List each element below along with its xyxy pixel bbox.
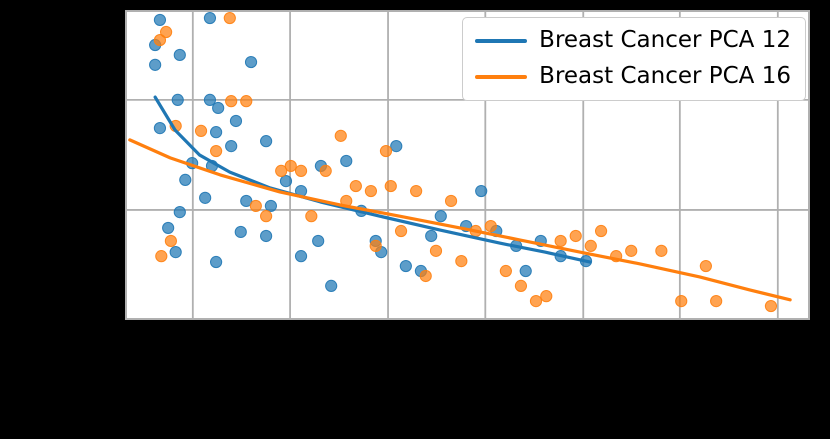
scatter-point bbox=[584, 239, 597, 253]
scatter-point bbox=[455, 255, 468, 268]
scatter-point bbox=[529, 294, 543, 308]
scatter-point bbox=[444, 194, 458, 208]
scatter-point bbox=[203, 93, 217, 107]
scatter-point bbox=[153, 13, 167, 27]
scatter-point bbox=[379, 144, 393, 158]
scatter-point bbox=[210, 144, 223, 158]
scatter-point bbox=[625, 244, 638, 257]
scatter-point bbox=[294, 250, 308, 263]
scatter-point bbox=[160, 25, 173, 39]
scatter-point bbox=[325, 279, 338, 292]
plot-border bbox=[125, 10, 810, 320]
scatter-point bbox=[294, 164, 308, 177]
scatter-point bbox=[319, 164, 332, 177]
scatter-point bbox=[225, 95, 238, 108]
scatter-point bbox=[384, 179, 397, 193]
scatter-point bbox=[434, 210, 447, 223]
scatter-point bbox=[554, 234, 567, 248]
scatter-point bbox=[240, 194, 253, 208]
scatter-point bbox=[212, 101, 225, 115]
legend-entry: Breast Cancer PCA 16 bbox=[475, 62, 791, 92]
scatter-point bbox=[279, 175, 293, 188]
scatter-point bbox=[260, 135, 273, 148]
scatter-point bbox=[710, 294, 723, 308]
scatter-point bbox=[234, 225, 247, 239]
scatter-point bbox=[475, 184, 488, 198]
scatter-point bbox=[223, 11, 236, 25]
scatter-point bbox=[419, 269, 432, 283]
scatter-point bbox=[240, 95, 253, 108]
scatter-point bbox=[210, 126, 223, 139]
scatter-point bbox=[569, 229, 582, 243]
scatter-point bbox=[390, 139, 403, 153]
scatter-point bbox=[334, 129, 347, 142]
scatter-point bbox=[340, 154, 353, 168]
scatter-point bbox=[264, 199, 278, 213]
scatter-point bbox=[164, 234, 177, 248]
scatter-point bbox=[244, 55, 258, 69]
scatter-point bbox=[425, 229, 438, 243]
scatter-point bbox=[149, 58, 162, 71]
scatter-point bbox=[210, 255, 223, 269]
scatter-point bbox=[312, 234, 325, 248]
scatter-point bbox=[275, 164, 288, 177]
scatter-point bbox=[225, 139, 238, 153]
scatter-point bbox=[153, 33, 167, 47]
scatter-point bbox=[364, 184, 378, 198]
scatter-point bbox=[594, 224, 608, 238]
scatter-point bbox=[203, 11, 217, 25]
scatter-point bbox=[399, 259, 412, 273]
scatter-point bbox=[429, 244, 443, 257]
scatter-point bbox=[394, 224, 408, 238]
scatter-point bbox=[194, 124, 208, 138]
legend-line-sample bbox=[475, 74, 528, 79]
scatter-point bbox=[199, 191, 212, 204]
scatter-point bbox=[410, 184, 423, 198]
scatter-point bbox=[369, 239, 382, 253]
scatter-point bbox=[171, 93, 184, 107]
scatter-point bbox=[179, 173, 192, 186]
legend-label: Breast Cancer PCA 16 bbox=[539, 62, 791, 89]
legend-label: Breast Cancer PCA 12 bbox=[539, 27, 791, 53]
scatter-point bbox=[675, 294, 688, 308]
scatter-point bbox=[173, 48, 186, 62]
scatter-point bbox=[499, 264, 512, 278]
scatter-point bbox=[305, 210, 318, 223]
scatter-point bbox=[484, 219, 497, 233]
scatter-point bbox=[519, 264, 532, 278]
scatter-point bbox=[764, 299, 778, 313]
scatter-point bbox=[155, 250, 168, 263]
scatter-point bbox=[173, 206, 186, 219]
scatter-point bbox=[699, 259, 712, 273]
plot-area: Breast Cancer PCA 12 Breast Cancer PCA 1… bbox=[125, 10, 810, 320]
trend-line bbox=[128, 138, 792, 302]
scatter-point bbox=[514, 279, 528, 292]
scatter-point bbox=[169, 246, 182, 259]
scatter-point bbox=[655, 244, 668, 257]
legend: Breast Cancer PCA 12 Breast Cancer PCA 1… bbox=[462, 17, 806, 101]
scatter-point bbox=[284, 159, 297, 173]
scatter-point bbox=[162, 221, 175, 235]
scatter-point bbox=[153, 122, 167, 135]
scatter-point bbox=[260, 229, 273, 243]
scatter-point bbox=[540, 290, 553, 303]
scatter-point bbox=[249, 199, 262, 213]
legend-line-sample bbox=[475, 38, 528, 43]
scatter-point bbox=[260, 210, 273, 223]
scatter-point bbox=[229, 114, 243, 128]
scatter-point bbox=[349, 179, 362, 193]
legend-entry: Breast Cancer PCA 12 bbox=[475, 26, 791, 56]
